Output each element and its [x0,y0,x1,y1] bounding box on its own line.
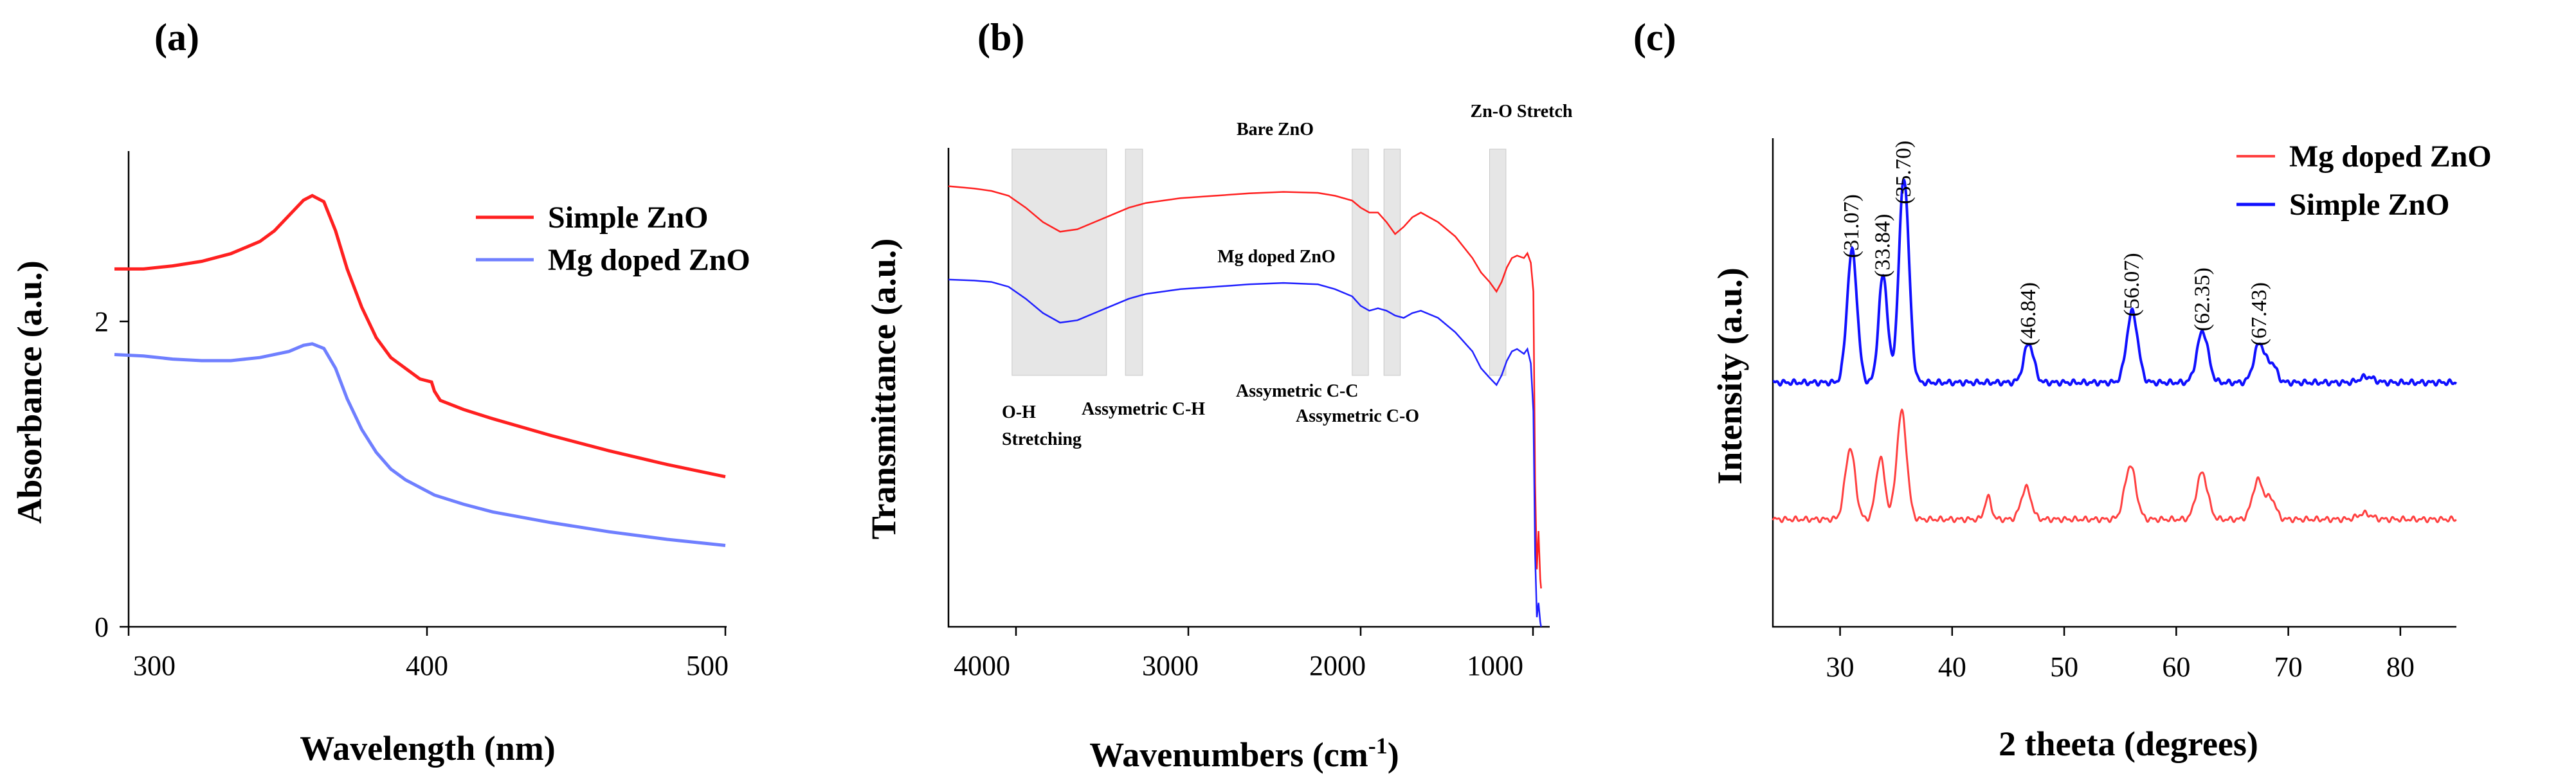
panel-c-xtick-60: 60 [2162,651,2190,683]
panel-c-peak-label-1: (33.84) [1871,214,1895,278]
panel-a-label: (a) [154,16,199,59]
panel-c-ylabel: Intensity (a.u.) [1710,267,1749,485]
panel-b-annotation-mg-doped-zno: Mg doped ZnO [1217,247,1336,267]
panel-c-peak-label-4: (56.07) [2120,253,2144,316]
panel-c-xlabel: 2 theeta (degrees) [1999,724,2258,763]
panel-b-annotation-zn-o-stretch: Zn-O Stretch [1471,102,1573,122]
panel-c-label: (c) [1633,16,1676,59]
panel-c-peak-labels: (31.07) (33.84) (35.70) (46.84) (56.07) (62.3… [1840,141,2271,346]
panel-a: (a) 300 400 500 0 2 Wavelength (nm) Abso… [10,16,750,768]
panel-c-legend-simple: Simple ZnO [2289,188,2449,222]
panel-b-band-4 [1489,148,1507,376]
panel-b-xtick-3000: 3000 [1142,650,1199,681]
panel-c-peak-label-2: (35.70) [1892,141,1916,204]
panel-a-line-mg-doped-zno [114,342,726,547]
panel-c-line-simple-zno [1772,177,2457,387]
panel-b-line-mg-doped-zno [948,278,1542,627]
panel-c-peak-label-0: (31.07) [1840,194,1864,258]
panel-a-ylabel: Absorbance (a.u.) [10,260,49,524]
panel-c-legend-mg: Mg doped ZnO [2289,140,2492,174]
panel-a-legend-simple: Simple ZnO [548,201,708,235]
panel-a-legend-mg: Mg doped ZnO [548,243,750,277]
panel-c: (c) 30 40 50 60 70 80 2 theeta (degrees) Inte… [1633,16,2492,763]
panel-b-annotation-asym-cc: Assymetric C-C [1236,381,1359,401]
panel-b-xtick-2000: 2000 [1309,650,1366,681]
panel-a-xlabel: Wavelength (nm) [300,729,556,768]
panel-b-annotation-oh-line1: O-H [1002,402,1036,422]
panel-b-axes [947,148,1550,628]
panel-c-line-mg-doped-zno [1772,408,2457,523]
panel-b-annotation-bare-zno: Bare ZnO [1237,120,1314,140]
panel-c-xtick-40: 40 [1938,651,1966,683]
panel-b-label: (b) [977,16,1024,59]
panel-b-ylabel: Transmittance (a.u.) [864,239,903,539]
panel-b-band-2 [1352,148,1369,376]
panel-b-annotation-asym-co: Assymetric C-O [1296,406,1419,426]
panel-b-xtick-1000: 1000 [1467,650,1523,681]
panel-b-xlabel: Wavenumbers (cm-1) [1089,733,1399,774]
panel-b-annotation-oh-line2: Stretching [1002,429,1082,449]
panel-a-legend: Simple ZnO Mg doped ZnO [476,201,750,277]
panel-b: (b) 4000 3000 2000 1000 Wavenumbers (cm-… [864,16,1573,774]
panel-a-line-simple-zno [114,194,726,479]
panel-b-bands [1011,148,1507,376]
panel-b-band-1 [1125,148,1143,376]
panel-c-xtick-70: 70 [2274,651,2303,683]
panel-c-xtick-50: 50 [2050,651,2078,683]
panel-a-xtick-400: 400 [406,650,448,681]
panel-c-legend: Mg doped ZnO Simple ZnO [2236,140,2492,222]
panel-a-ytick-2: 2 [95,306,109,338]
panel-b-band-3 [1383,148,1401,376]
panel-c-xticks: 30 40 50 60 70 80 [1826,627,2415,683]
panel-c-peak-label-5: (62.35) [2190,267,2214,331]
panel-c-peak-label-6: (67.43) [2247,282,2271,346]
panel-b-xtick-4000: 4000 [954,650,1010,681]
panel-c-xtick-30: 30 [1826,651,1855,683]
panel-c-axes [1772,138,2456,628]
panel-b-annotations: Bare ZnO Zn-O Stretch Mg doped ZnO O-H S… [1002,102,1573,449]
panel-c-xtick-80: 80 [2386,651,2415,683]
panel-a-xtick-500: 500 [686,650,729,681]
panel-b-annotation-asym-ch: Assymetric C-H [1082,399,1205,419]
panel-b-band-0 [1011,148,1107,376]
panel-c-peak-label-3: (46.84) [2017,282,2040,346]
panel-a-xtick-300: 300 [133,650,176,681]
panel-b-line-bare-zno [948,185,1542,589]
panel-a-ytick-0: 0 [95,611,109,643]
